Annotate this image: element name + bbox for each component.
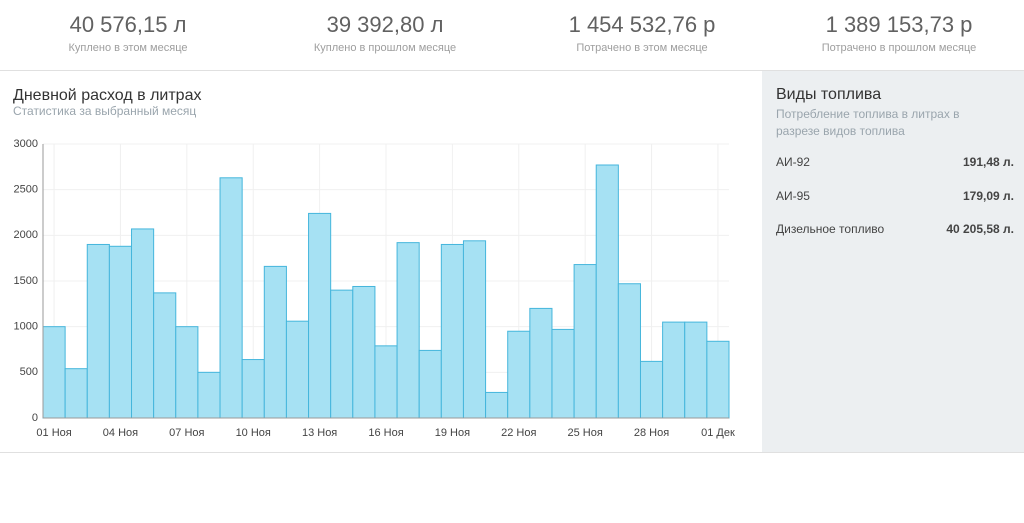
bar xyxy=(263,265,287,419)
bar xyxy=(153,292,177,419)
bar xyxy=(462,240,487,419)
stat-label: Куплено в этом месяце xyxy=(68,42,188,54)
x-tick-label: 22 Ноя xyxy=(501,427,536,439)
y-tick-label: 0 xyxy=(32,412,38,424)
fuel-name: АИ-92 xyxy=(776,155,810,169)
fuel-panel: Виды топлива Потребление топлива в литра… xyxy=(762,71,1024,452)
fuel-name: АИ-95 xyxy=(776,188,810,203)
x-tick-label: 28 Ноя xyxy=(634,427,669,439)
stat: 39 392,80 л Куплено в прошлом месяце xyxy=(257,12,513,54)
bar xyxy=(573,264,597,419)
bar xyxy=(285,320,310,419)
bar xyxy=(529,307,553,419)
x-tick-label: 13 Ноя xyxy=(302,427,337,439)
bar xyxy=(440,243,464,419)
bar xyxy=(639,360,664,419)
y-tick-label: 2500 xyxy=(14,184,38,196)
bar xyxy=(308,212,332,419)
chart-title: Дневной расход в литрах xyxy=(13,87,201,104)
divider xyxy=(0,452,1024,453)
bar xyxy=(662,321,686,419)
x-tick-label: 01 Ноя xyxy=(36,427,71,439)
stat-label: Куплено в прошлом месяце xyxy=(313,42,457,54)
bar xyxy=(197,371,221,419)
chart: Дневной расход в литрах Статистика за вы… xyxy=(13,87,735,439)
x-tick-label: 25 Ноя xyxy=(568,427,603,439)
stat-value: 39 392,80 л xyxy=(326,12,444,37)
bar xyxy=(108,245,133,419)
bar xyxy=(595,164,619,419)
bar xyxy=(706,340,730,419)
stat-label: Потрачено в этом месяце xyxy=(576,42,708,54)
bar xyxy=(131,228,155,419)
bar xyxy=(485,391,509,419)
y-tick-label: 2000 xyxy=(14,229,38,241)
y-tick-label: 3000 xyxy=(14,138,38,150)
bar xyxy=(374,345,398,419)
stat: 1 454 532,76 р Потрачено в этом месяце xyxy=(514,12,770,54)
stat-value: 40 576,15 л xyxy=(69,12,187,37)
page: 40 576,15 л Куплено в этом месяце 39 392,8… xyxy=(0,0,1024,453)
fuel-value: 191,48 л. xyxy=(963,155,1014,169)
x-tick-label: 07 Ноя xyxy=(169,427,204,439)
bar xyxy=(352,285,376,419)
bar xyxy=(684,321,708,419)
bar xyxy=(396,242,420,419)
fuel-row: АИ-95 179,09 л. xyxy=(776,189,1014,203)
bar xyxy=(507,330,531,419)
bar xyxy=(42,326,66,419)
stat-value: 1 454 532,76 р xyxy=(568,12,716,37)
bar xyxy=(175,326,199,419)
x-tick-label: 04 Ноя xyxy=(103,427,138,439)
x-tick-label: 19 Ноя xyxy=(435,427,470,439)
stat: 1 389 153,73 р Потрачено в прошлом месяце xyxy=(771,12,1024,54)
fuel-value: 40 205,58 л. xyxy=(946,222,1014,236)
panel-title: Виды топлива xyxy=(776,86,882,103)
fuel-name: Дизельное топливо xyxy=(776,222,885,236)
x-tick-label: 16 Ноя xyxy=(368,427,403,439)
bar xyxy=(219,177,243,419)
fuel-value: 179,09 л. xyxy=(963,188,1014,203)
y-tick-label: 1000 xyxy=(14,321,38,333)
y-tick-label: 1500 xyxy=(14,275,38,287)
bar xyxy=(617,283,641,419)
stats-bar: 40 576,15 л Куплено в этом месяце 39 392,8… xyxy=(0,0,1024,71)
bar xyxy=(551,328,575,419)
bar xyxy=(64,368,88,419)
bar xyxy=(241,359,265,419)
fuel-row: АИ-92 191,48 л. xyxy=(776,155,1014,169)
chart-subtitle: Статистика за выбранный месяц xyxy=(13,104,196,118)
x-tick-label: 10 Ноя xyxy=(236,427,271,439)
fuel-row: Дизельное топливо 40 205,58 л. xyxy=(776,222,1014,236)
stat: 40 576,15 л Куплено в этом месяце xyxy=(0,12,256,54)
y-tick-label: 500 xyxy=(20,366,38,378)
bar xyxy=(418,349,442,419)
bar xyxy=(86,243,110,419)
stat-value: 1 389 153,73 р xyxy=(825,12,973,37)
panel-description: Потребление топлива в литрах в разрезе в… xyxy=(776,107,960,138)
stat-label: Потрачено в прошлом месяце xyxy=(821,42,977,54)
x-tick-label: 01 Дек xyxy=(701,427,735,439)
bar xyxy=(330,289,354,419)
